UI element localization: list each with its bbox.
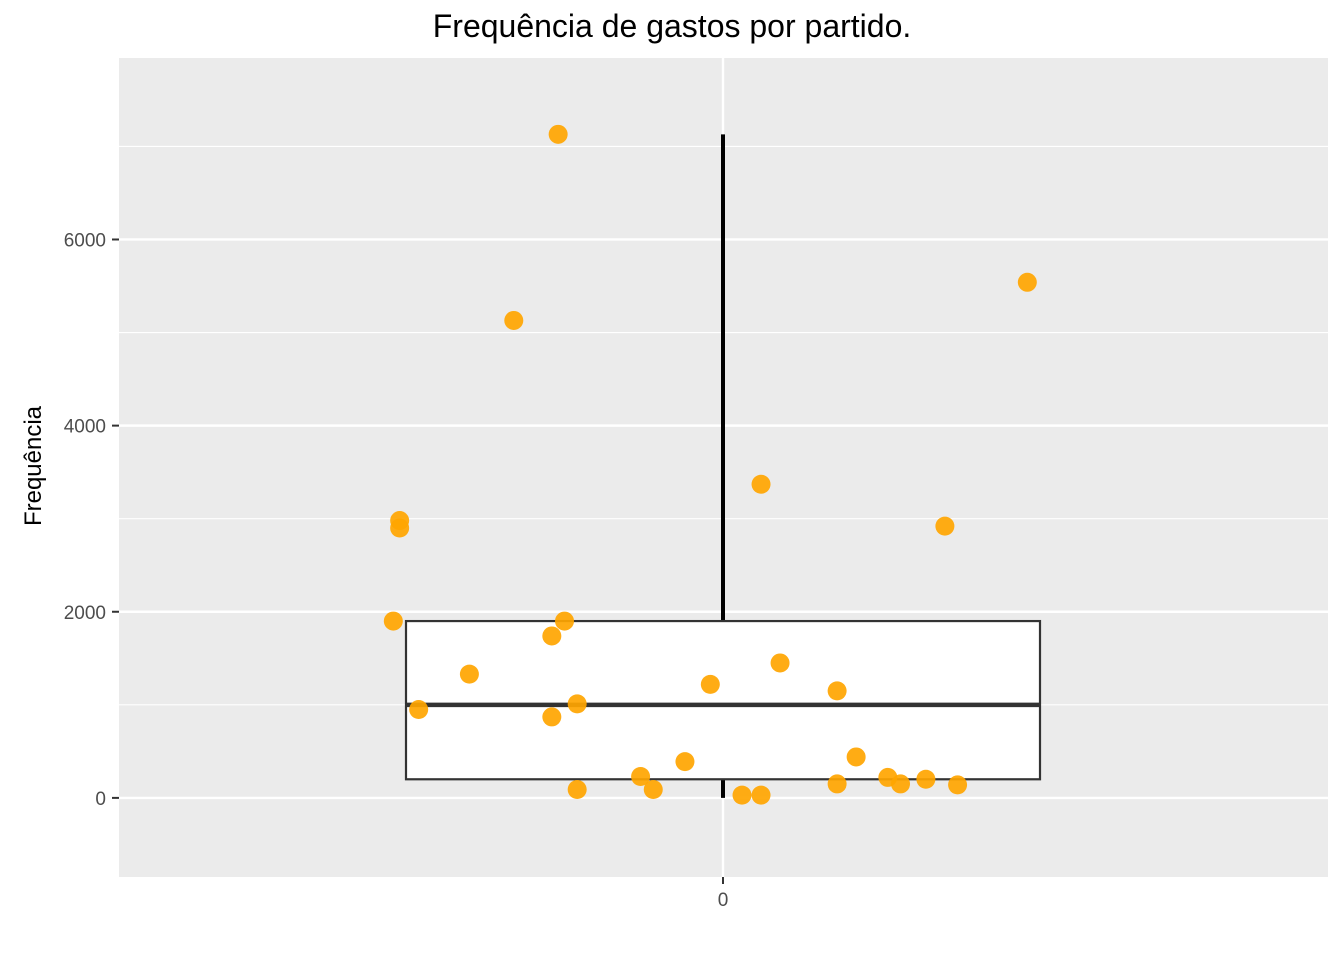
box bbox=[404, 619, 1042, 781]
data-point bbox=[1017, 272, 1037, 292]
data-point bbox=[504, 310, 524, 330]
data-point bbox=[700, 674, 720, 694]
data-point bbox=[827, 774, 847, 794]
data-point bbox=[732, 785, 752, 805]
chart-title: Frequência de gastos por partido. bbox=[432, 8, 912, 44]
data-point bbox=[567, 780, 587, 800]
data-point bbox=[827, 681, 847, 701]
data-point bbox=[383, 611, 403, 631]
data-point bbox=[409, 699, 429, 719]
data-point bbox=[675, 752, 695, 772]
data-point bbox=[542, 626, 562, 646]
data-point bbox=[770, 653, 790, 673]
data-point bbox=[751, 474, 771, 494]
y-tick-label: 0 bbox=[95, 789, 106, 810]
y-tick-label: 2000 bbox=[64, 603, 106, 624]
data-point bbox=[891, 774, 911, 794]
data-point bbox=[916, 769, 936, 789]
data-point bbox=[846, 747, 866, 767]
y-tick-label: 6000 bbox=[64, 230, 106, 251]
data-point bbox=[935, 516, 955, 536]
data-point bbox=[548, 124, 568, 144]
data-point bbox=[555, 611, 574, 631]
data-point bbox=[751, 785, 771, 805]
data-point bbox=[390, 518, 410, 538]
data-point bbox=[542, 707, 562, 727]
data-point bbox=[643, 780, 663, 800]
data-point bbox=[459, 664, 479, 684]
data-point bbox=[948, 775, 968, 795]
data-point bbox=[631, 766, 651, 786]
y-tick-label: 4000 bbox=[64, 417, 106, 438]
x-tick-label: 0 bbox=[718, 890, 729, 911]
data-point bbox=[567, 694, 587, 714]
